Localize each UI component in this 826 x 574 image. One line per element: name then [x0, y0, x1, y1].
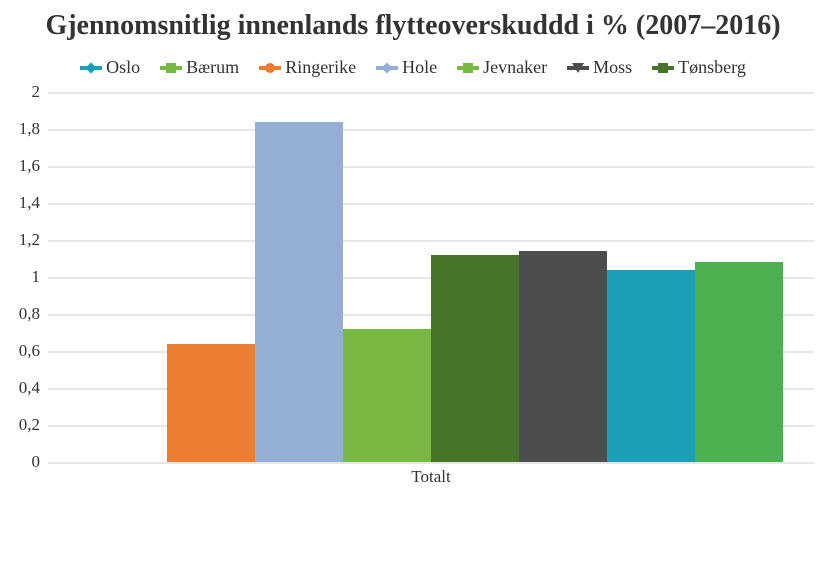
legend-label: Tønsberg [678, 57, 746, 78]
legend-item-moss[interactable]: Moss [567, 57, 632, 78]
legend-item-tønsberg[interactable]: Tønsberg [652, 57, 746, 78]
bar-jevnaker[interactable] [431, 255, 519, 462]
x-category-label: Totalt [411, 467, 450, 487]
legend-swatch-icon [457, 61, 479, 75]
legend-swatch-icon [376, 61, 398, 75]
legend-swatch-icon [259, 61, 281, 75]
legend-label: Ringerike [285, 57, 356, 78]
y-tick-label: 1,8 [19, 119, 48, 139]
plot-area: 00,20,40,60,811,21,41,61,82 [48, 92, 814, 462]
legend-swatch-icon [80, 61, 102, 75]
bar-extra[interactable] [695, 262, 783, 462]
legend-item-oslo[interactable]: Oslo [80, 57, 140, 78]
legend-item-bærum[interactable]: Bærum [160, 57, 239, 78]
y-tick-label: 1,4 [19, 193, 48, 213]
bar-moss[interactable] [519, 251, 607, 462]
y-tick-label: 0,4 [19, 378, 48, 398]
y-tick-label: 1 [32, 267, 49, 287]
legend-swatch-icon [652, 61, 674, 75]
legend-item-ringerike[interactable]: Ringerike [259, 57, 356, 78]
chart-container: Gjennomsnitlig innenlands flytteoverskud… [0, 0, 826, 574]
y-tick-label: 0 [32, 452, 49, 472]
legend-swatch-icon [567, 61, 589, 75]
legend-item-hole[interactable]: Hole [376, 57, 437, 78]
legend-label: Moss [593, 57, 632, 78]
y-tick-label: 0,2 [19, 415, 48, 435]
legend-label: Oslo [106, 57, 140, 78]
plot-wrap: 00,20,40,60,811,21,41,61,82 Totalt [48, 92, 814, 492]
y-tick-label: 0,8 [19, 304, 48, 324]
bar-group-totalt [79, 92, 783, 462]
y-tick-label: 1,2 [19, 230, 48, 250]
bar-tønsberg[interactable] [607, 270, 695, 462]
bars-area [48, 92, 814, 462]
legend-swatch-icon [160, 61, 182, 75]
y-tick-label: 0,6 [19, 341, 48, 361]
legend-label: Bærum [186, 57, 239, 78]
chart-title: Gjennomsnitlig innenlands flytteoverskud… [0, 0, 826, 47]
legend-item-jevnaker[interactable]: Jevnaker [457, 57, 547, 78]
x-axis: Totalt [48, 462, 814, 492]
legend-label: Jevnaker [483, 57, 547, 78]
bar-hole[interactable] [343, 329, 431, 462]
legend-label: Hole [402, 57, 437, 78]
legend: Oslo Bærum Ringerike Hole Jevnaker Moss Tønsbe… [0, 47, 826, 92]
y-tick-label: 1,6 [19, 156, 48, 176]
bar-ringerike[interactable] [255, 122, 343, 462]
bar-bærum[interactable] [167, 344, 255, 462]
y-tick-label: 2 [32, 82, 49, 102]
